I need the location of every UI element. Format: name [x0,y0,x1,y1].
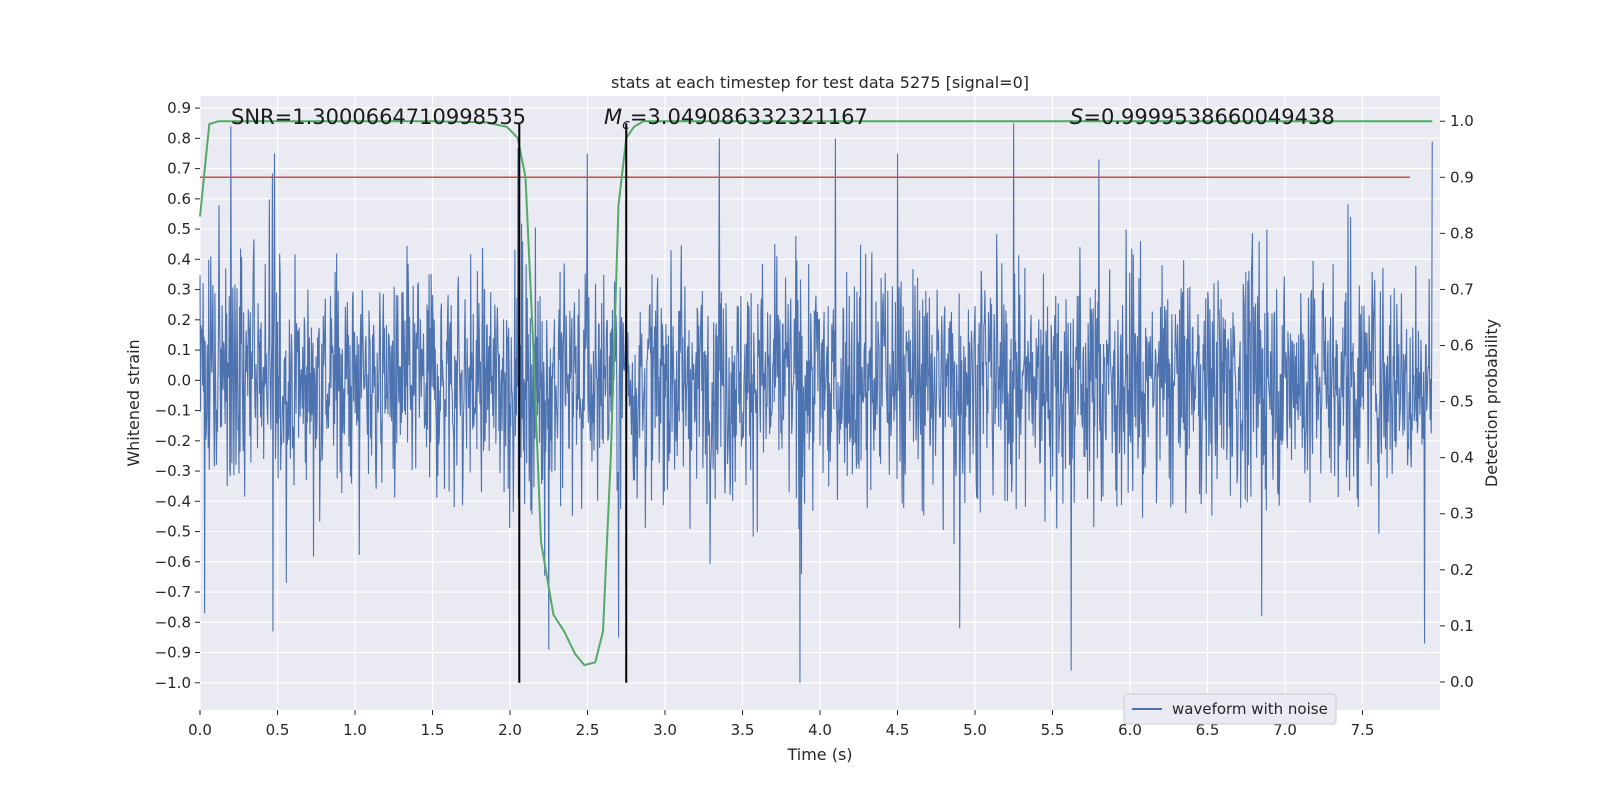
left-y-tick-label: 0.1 [167,341,191,359]
s-value: =0.9999538660049438 [1083,105,1334,129]
left-y-tick-label: −0.6 [155,553,191,571]
chart-title: stats at each timestep for test data 527… [611,73,1029,92]
detection-probability-line [199,120,1433,667]
x-tick-label: 6.5 [1196,721,1220,739]
x-tick-label: 2.0 [498,721,522,739]
left-y-tick-label: −0.3 [155,462,191,480]
left-y-tick-label: 0.0 [167,371,191,389]
left-y-tick-label: 0.6 [167,190,191,208]
x-tick-label: 4.0 [808,721,832,739]
left-y-tick-label: −0.5 [155,523,191,541]
snr-annotation: SNR=1.3000664710998535 [231,105,526,129]
left-y-axis-label: Whitened strain [124,339,143,466]
left-y-tick-label: 0.3 [167,281,191,299]
right-y-tick-label: 0.1 [1450,617,1474,635]
right-y-tick-label: 0.5 [1450,393,1474,411]
legend: waveform with noise [1123,693,1337,725]
left-y-tick-label: 0.9 [167,99,191,117]
right-y-tick-label: 0.7 [1450,280,1474,298]
left-y-tick-label: −0.2 [155,432,191,450]
x-tick-label: 5.5 [1041,721,1065,739]
left-y-tick-label: −0.1 [155,402,191,420]
left-y-tick-label: −0.8 [155,613,191,631]
left-y-axis-ticks: 0.9 0.8 0.7 0.6 0.5 0.4 0.3 0.2 0.1 0.0 −0.1 −0.2 −0… [155,99,200,692]
x-tick-label: 7.0 [1273,721,1297,739]
x-tick-label: 4.5 [886,721,910,739]
left-y-tick-label: −1.0 [155,674,191,692]
left-y-tick-label: 0.7 [167,160,191,178]
x-axis-ticks: 0.0 0.5 1.0 1.5 2.0 2.5 3.0 3.5 4.0 4.5 5.0 5.5 6.0 6… [188,710,1374,739]
left-y-tick-label: −0.4 [155,492,191,510]
overlay-lines [199,120,1433,683]
x-tick-label: 2.5 [576,721,600,739]
x-tick-label: 3.0 [653,721,677,739]
left-y-tick-label: 0.2 [167,311,191,329]
legend-box [1123,693,1337,725]
waveform-line [199,123,1433,683]
chirp-mass-annotation: Mc=3.049086332321167 [604,105,868,133]
left-y-tick-label: −0.9 [155,644,191,662]
left-y-tick-label: 0.8 [167,129,191,147]
x-tick-label: 1.0 [343,721,367,739]
right-y-tick-label: 0.6 [1450,337,1474,355]
x-tick-label: 5.0 [963,721,987,739]
x-tick-label: 0.0 [188,721,212,739]
x-tick-label: 6.0 [1118,721,1142,739]
x-tick-label: 1.5 [421,721,445,739]
right-y-tick-label: 0.0 [1450,673,1474,691]
left-y-tick-label: −0.7 [155,583,191,601]
chirp-mass-value: =3.049086332321167 [630,105,868,129]
s-symbol: S [1070,105,1083,129]
left-y-tick-label: 0.5 [167,220,191,238]
waveform-with-noise-series [199,123,1433,683]
right-y-tick-label: 0.3 [1450,505,1474,523]
x-tick-label: 3.5 [731,721,755,739]
right-y-tick-label: 0.4 [1450,449,1474,467]
s-annotation: S=0.9999538660049438 [1070,105,1335,129]
right-y-axis-ticks: 1.0 0.9 0.8 0.7 0.6 0.5 0.4 0.3 0.2 0.1 0.0 [1440,112,1474,691]
left-y-tick-label: 0.4 [167,250,191,268]
right-y-tick-label: 0.2 [1450,561,1474,579]
right-y-axis-label: Detection probability [1482,319,1501,487]
right-y-tick-label: 0.9 [1450,168,1474,186]
chirp-mass-subscript: c [622,117,630,133]
x-axis-label: Time (s) [786,745,852,764]
x-tick-label: 0.5 [266,721,290,739]
x-tick-label: 7.5 [1351,721,1375,739]
legend-label-waveform: waveform with noise [1172,700,1328,718]
right-y-tick-label: 0.8 [1450,224,1474,242]
chirp-mass-symbol: M [604,105,622,129]
right-y-tick-label: 1.0 [1450,112,1474,130]
